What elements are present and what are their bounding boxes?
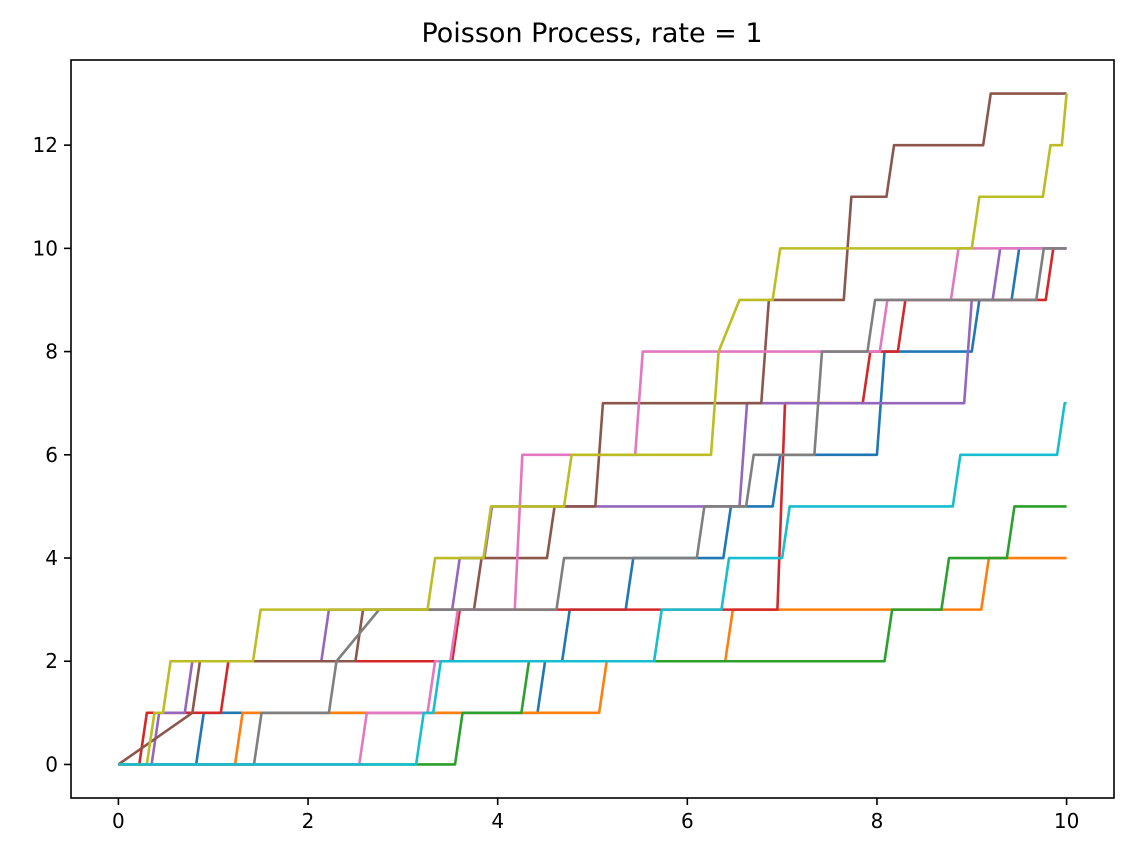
x-tick-label: 10 <box>1054 809 1079 833</box>
series-line-6 <box>117 92 1067 766</box>
y-tick-label: 0 <box>45 752 58 776</box>
series-line-10 <box>118 401 1067 766</box>
y-tick-label: 12 <box>33 133 58 157</box>
series-group <box>117 92 1068 766</box>
series-line-8 <box>118 247 1067 766</box>
x-tick-label: 4 <box>491 809 504 833</box>
x-tick-label: 6 <box>681 809 694 833</box>
chart-title: Poisson Process, rate = 1 <box>421 18 762 49</box>
series-line-1 <box>118 247 1067 766</box>
x-tick-label: 0 <box>112 809 125 833</box>
x-tick-label: 2 <box>302 809 315 833</box>
y-tick-label: 6 <box>45 443 58 467</box>
y-tick-label: 8 <box>45 340 58 364</box>
series-line-9 <box>118 93 1068 766</box>
y-tick-label: 2 <box>45 649 58 673</box>
plot-frame <box>70 59 1115 799</box>
x-axis: 0 2 4 6 8 10 <box>112 798 1079 833</box>
y-axis: 0 2 4 6 8 10 12 <box>33 133 71 776</box>
series-line-3 <box>118 505 1067 766</box>
y-tick-label: 10 <box>33 236 58 260</box>
y-tick-label: 4 <box>45 546 58 570</box>
x-tick-label: 8 <box>871 809 884 833</box>
